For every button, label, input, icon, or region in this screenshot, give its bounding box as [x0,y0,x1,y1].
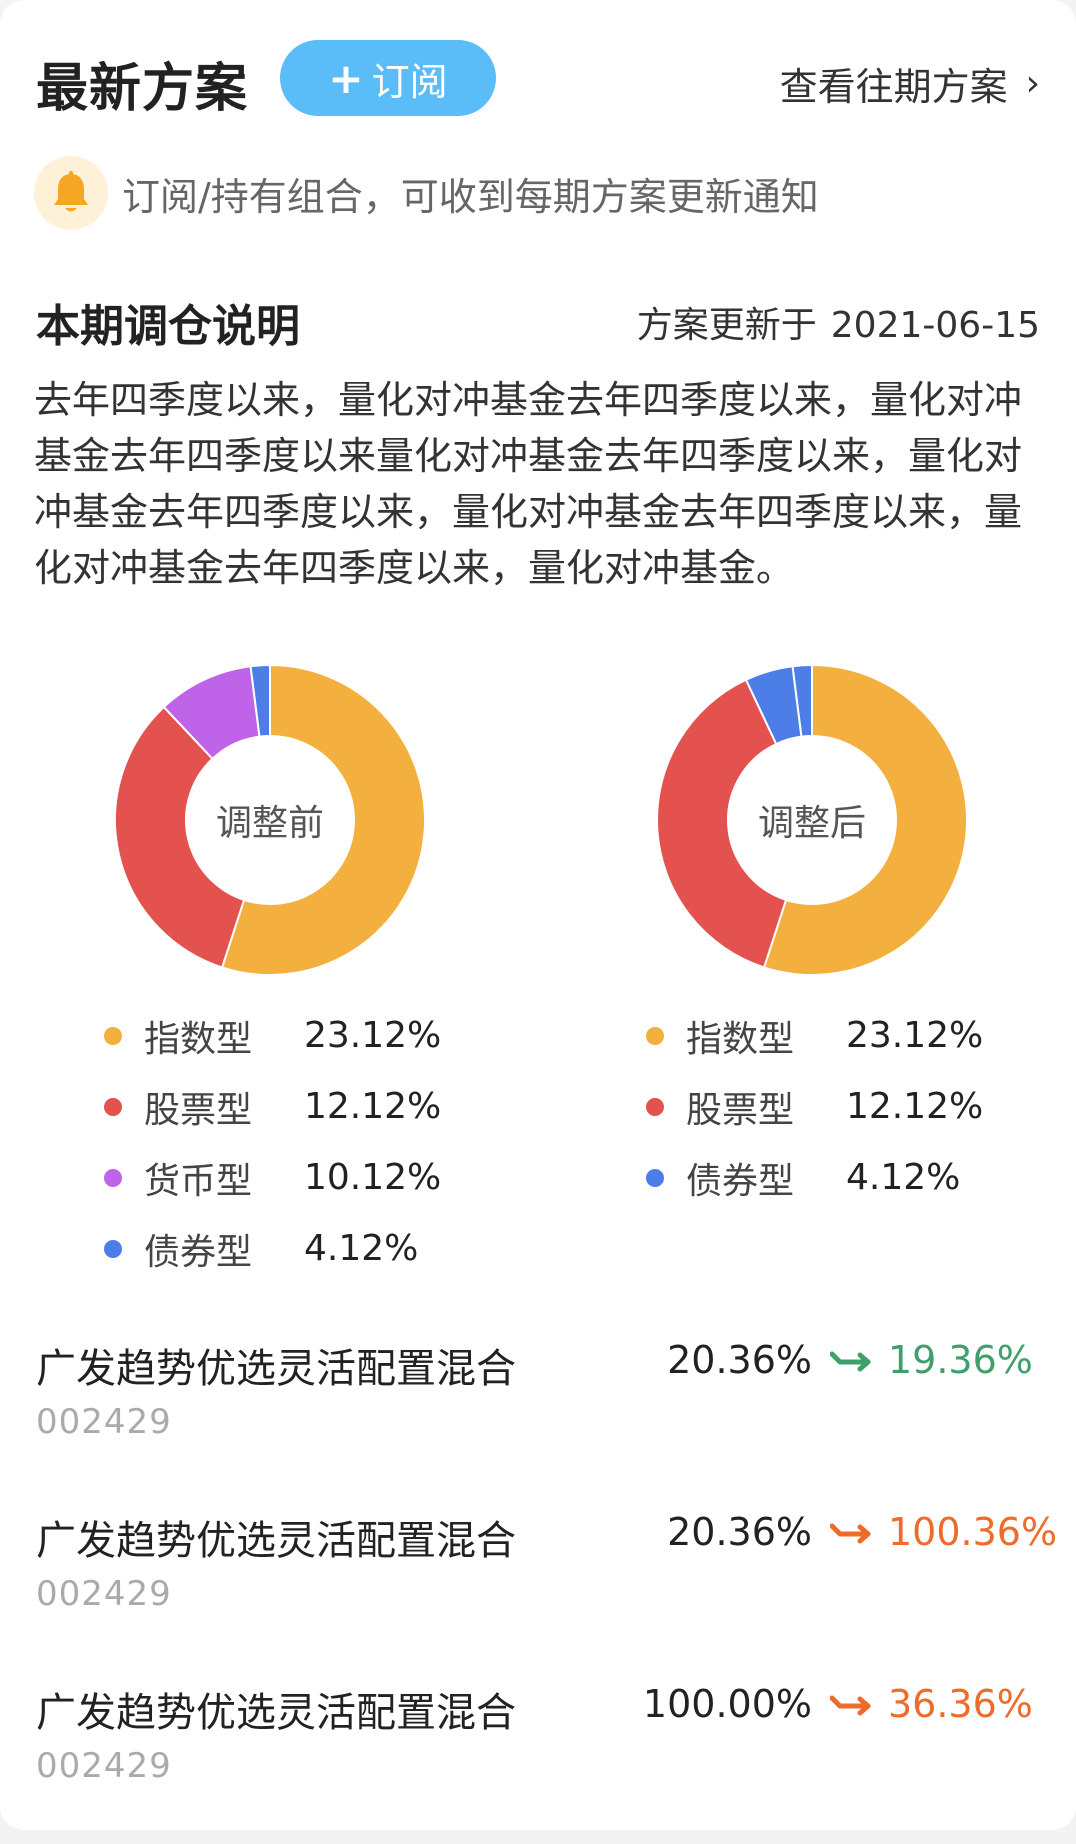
arrow-down-right-icon [830,1346,874,1374]
legend-dot [104,1098,122,1116]
update-label: 方案更新于 [637,305,817,346]
legend-item: 指数型 23.12% [104,1000,441,1071]
legend-dot [646,1098,664,1116]
subscribe-button[interactable]: + 订阅 [280,40,496,116]
subscribe-label: 订阅 [372,51,448,106]
page-title: 最新方案 [36,46,248,121]
fund-weight-before: 100.00% [643,1682,812,1726]
fund-row[interactable]: 广发趋势优选灵活配置混合 002429 100.00% 36.36% [0,1680,1076,1820]
legend-name: 股票型 [686,1081,846,1133]
history-link-label: 查看往期方案 [780,56,1008,111]
legend-item: 股票型 12.12% [646,1071,983,1142]
legend-before: 指数型 23.12% 股票型 12.12% 货币型 10.12% 债券型 4.1… [104,1000,441,1284]
subscribe-notice: 订阅/持有组合，可收到每期方案更新通知 [34,156,819,230]
fund-name: 广发趋势优选灵活配置混合 [36,1508,516,1566]
legend-item: 货币型 10.12% [104,1142,441,1213]
legend-name: 指数型 [686,1010,846,1062]
donut-chart-before: 调整前 [110,660,430,980]
fund-weight-after: 36.36% [888,1682,1033,1726]
chart-center-label: 调整前 [216,794,324,846]
arrow-up-right-icon [830,1690,874,1718]
fund-code: 002429 [36,1746,172,1786]
notice-text: 订阅/持有组合，可收到每期方案更新通知 [122,166,819,221]
chevron-right-icon: › [1026,63,1040,104]
legend-value: 4.12% [846,1157,960,1198]
rebalance-description: 去年四季度以来，量化对冲基金去年四季度以来，量化对冲基金去年四季度以来量化对冲基… [34,372,1044,596]
plus-icon: + [328,54,363,103]
donut-chart-after: 调整后 [652,660,972,980]
legend-dot [104,1240,122,1258]
legend-after: 指数型 23.12% 股票型 12.12% 债券型 4.12% [646,1000,983,1213]
legend-value: 23.12% [846,1015,983,1056]
fund-weight-before: 20.36% [667,1338,812,1382]
chart-center-label: 调整后 [758,794,866,846]
update-date: 2021-06-15 [831,305,1040,346]
update-time: 方案更新于 2021-06-15 [637,296,1040,348]
legend-name: 指数型 [144,1010,304,1062]
fund-name: 广发趋势优选灵活配置混合 [36,1680,516,1738]
fund-weight-after: 19.36% [888,1338,1033,1382]
legend-value: 4.12% [304,1228,418,1269]
legend-dot [104,1169,122,1187]
legend-value: 12.12% [304,1086,441,1127]
legend-name: 债券型 [686,1152,846,1204]
history-plans-link[interactable]: 查看往期方案 › [780,56,1040,111]
fund-row[interactable]: 广发趋势优选灵活配置混合 002429 20.36% 19.36% [0,1336,1076,1476]
legend-item: 指数型 23.12% [646,1000,983,1071]
legend-item: 债券型 4.12% [104,1213,441,1284]
fund-code: 002429 [36,1574,172,1614]
legend-value: 23.12% [304,1015,441,1056]
section-title: 本期调仓说明 [36,290,300,354]
legend-name: 股票型 [144,1081,304,1133]
fund-weight-before: 20.36% [667,1510,812,1554]
fund-name: 广发趋势优选灵活配置混合 [36,1336,516,1394]
legend-name: 货币型 [144,1152,304,1204]
fund-code: 002429 [36,1402,172,1442]
arrow-up-right-icon [830,1518,874,1546]
legend-name: 债券型 [144,1223,304,1275]
legend-item: 债券型 4.12% [646,1142,983,1213]
bell-icon [34,156,108,230]
legend-value: 10.12% [304,1157,441,1198]
legend-item: 股票型 12.12% [104,1071,441,1142]
fund-weight-after: 100.36% [888,1510,1057,1554]
legend-dot [646,1027,664,1045]
legend-value: 12.12% [846,1086,983,1127]
legend-dot [646,1169,664,1187]
fund-row[interactable]: 广发趋势优选灵活配置混合 002429 20.36% 100.36% [0,1508,1076,1648]
legend-dot [104,1027,122,1045]
